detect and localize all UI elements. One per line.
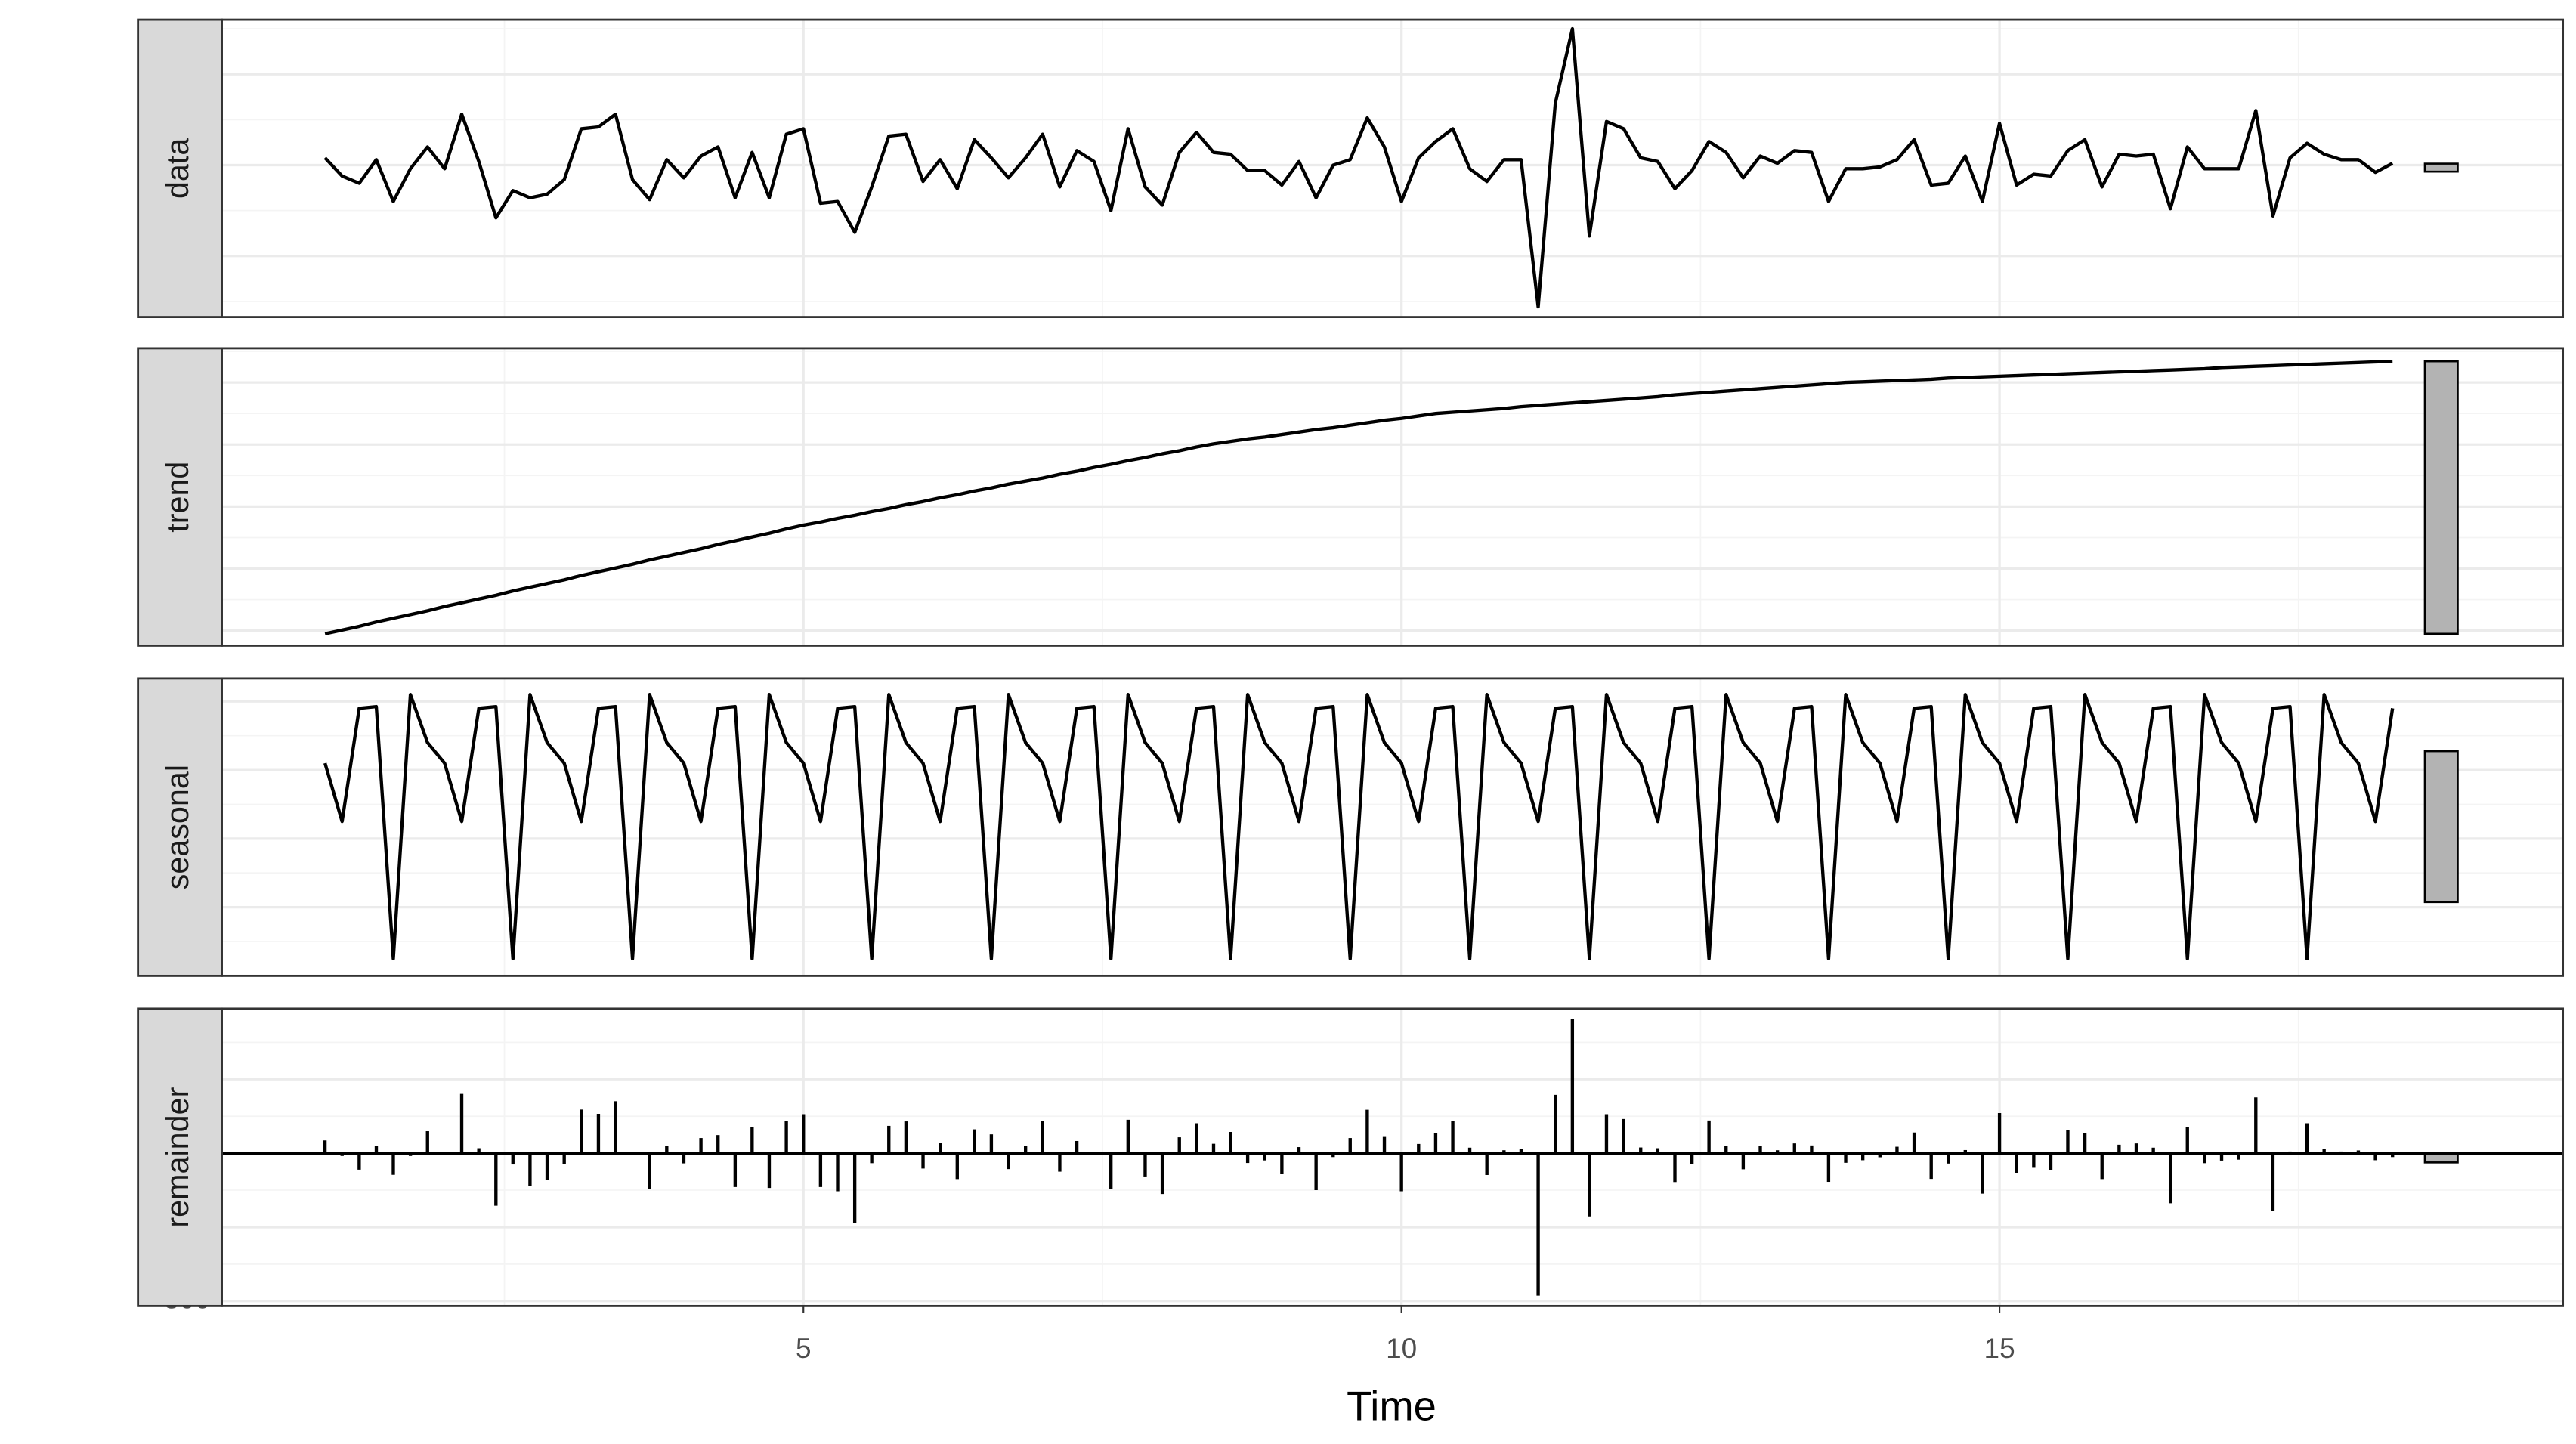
x-tick-label: 5: [796, 1333, 812, 1364]
strip-label: trend: [160, 462, 195, 533]
panel-background: [221, 348, 2563, 646]
series-line: [324, 359, 2393, 635]
strip-label: seasonal: [160, 765, 195, 889]
panel-background: [221, 678, 2563, 976]
x-axis-label: Time: [1347, 1384, 1436, 1430]
panel-background: [221, 1008, 2563, 1306]
range-bar: [2423, 360, 2459, 635]
strip-background: [137, 677, 223, 977]
strip-label: data: [160, 138, 195, 199]
range-bar: [2423, 162, 2459, 173]
series-line: [323, 26, 2394, 309]
strip-background: [137, 347, 223, 647]
strip-background: [137, 18, 223, 319]
range-bar: [2423, 750, 2459, 904]
range-bar: [2423, 1153, 2459, 1164]
strip-background: [137, 1007, 223, 1307]
x-tick-label: 15: [1984, 1333, 2015, 1364]
x-tick-label: 10: [1386, 1333, 1417, 1364]
strip-label: remainder: [160, 1087, 195, 1227]
series-line: [323, 693, 2395, 960]
